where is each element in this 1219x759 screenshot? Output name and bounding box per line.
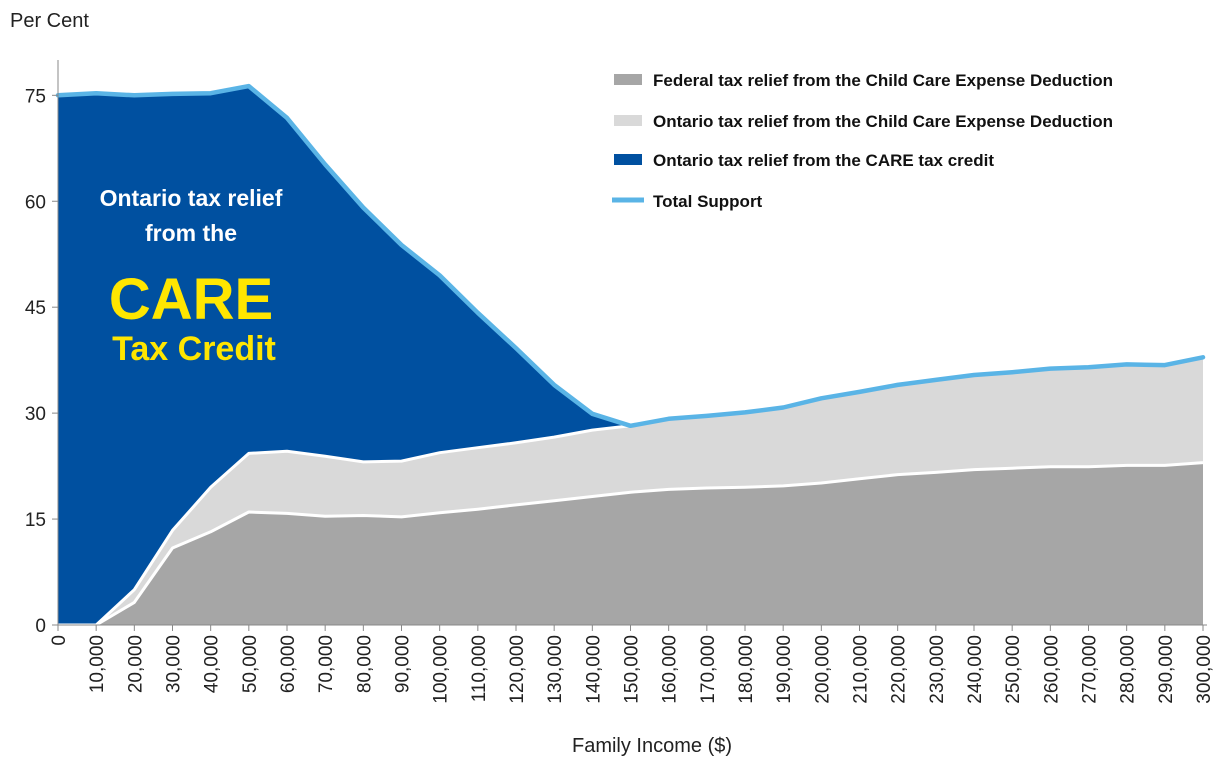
x-tick-label: 140,000 bbox=[583, 635, 604, 704]
x-tick-label: 100,000 bbox=[431, 635, 452, 704]
legend-label-total-support: Total Support bbox=[653, 192, 763, 211]
x-tick-label: 60,000 bbox=[278, 635, 299, 693]
legend-swatch-federal-cced bbox=[614, 74, 642, 85]
x-tick-label: 250,000 bbox=[1003, 635, 1024, 704]
annotation-tax-credit: Tax Credit bbox=[112, 330, 276, 368]
x-tick-label: 230,000 bbox=[927, 635, 948, 704]
x-tick-label: 270,000 bbox=[1080, 635, 1101, 704]
y-tick-label: 30 bbox=[25, 404, 46, 425]
y-tick-label: 15 bbox=[25, 510, 46, 531]
annotation-line-2: from the bbox=[145, 220, 237, 246]
y-tick-label: 45 bbox=[25, 298, 46, 319]
x-tick-label: 30,000 bbox=[164, 635, 185, 693]
x-tick-label: 190,000 bbox=[774, 635, 795, 704]
x-tick-label: 50,000 bbox=[240, 635, 261, 693]
x-tick-label: 20,000 bbox=[125, 635, 146, 693]
area-federal-cced bbox=[58, 462, 1203, 625]
x-tick-label: 170,000 bbox=[698, 635, 719, 704]
y-tick-label: 60 bbox=[25, 192, 46, 213]
annotation-line-1: Ontario tax relief bbox=[100, 185, 283, 211]
axes bbox=[57, 60, 1207, 626]
total-support-line-group bbox=[55, 83, 1206, 429]
area-care-credit bbox=[58, 86, 1203, 626]
x-tick-label: 150,000 bbox=[622, 635, 643, 704]
legend-swatch-care-credit bbox=[614, 154, 642, 165]
x-tick-label: 130,000 bbox=[545, 635, 566, 704]
x-axis-title: Family Income ($) bbox=[572, 735, 732, 757]
care-annotation: Ontario tax relief from the CARE Tax Cre… bbox=[100, 185, 283, 368]
legend-swatch-ontario-cced bbox=[614, 115, 642, 126]
x-tick-label: 210,000 bbox=[851, 635, 872, 704]
legend-label-federal-cced: Federal tax relief from the Child Care E… bbox=[653, 71, 1113, 90]
y-tick-label: 75 bbox=[25, 86, 46, 107]
legend: Federal tax relief from the Child Care E… bbox=[612, 71, 1113, 211]
x-tick-label: 10,000 bbox=[87, 635, 108, 693]
x-tick-label: 220,000 bbox=[889, 635, 910, 704]
x-tick-label: 0 bbox=[49, 635, 70, 646]
x-tick-label: 260,000 bbox=[1041, 635, 1062, 704]
x-tick-label: 160,000 bbox=[660, 635, 681, 704]
x-ticks: 0 10,000 20,000 30,000 40,000 50,000 60,000 70,… bbox=[49, 625, 1215, 704]
x-tick-label: 80,000 bbox=[354, 635, 375, 693]
x-tick-label: 200,000 bbox=[812, 635, 833, 704]
x-tick-label: 120,000 bbox=[507, 635, 528, 704]
x-tick-label: 110,000 bbox=[469, 635, 490, 702]
x-tick-label: 90,000 bbox=[393, 635, 414, 693]
x-tick-label: 280,000 bbox=[1118, 635, 1139, 704]
x-tick-label: 300,000 bbox=[1194, 635, 1215, 704]
x-tick-label: 290,000 bbox=[1156, 635, 1177, 704]
x-tick-label: 180,000 bbox=[736, 635, 757, 704]
y-tick-label: 0 bbox=[35, 616, 46, 637]
x-tick-label: 240,000 bbox=[965, 635, 986, 704]
y-axis-title: Per Cent bbox=[10, 10, 89, 32]
annotation-care: CARE bbox=[109, 267, 273, 332]
x-tick-label: 70,000 bbox=[316, 635, 337, 693]
x-tick-label: 40,000 bbox=[202, 635, 223, 693]
legend-label-ontario-cced: Ontario tax relief from the Child Care E… bbox=[653, 112, 1113, 131]
y-ticks: 0 15 30 45 60 75 bbox=[25, 86, 58, 637]
area-separator-0 bbox=[58, 461, 1204, 627]
legend-label-care-credit: Ontario tax relief from the CARE tax cre… bbox=[653, 151, 994, 170]
total-support-line bbox=[55, 83, 1206, 429]
